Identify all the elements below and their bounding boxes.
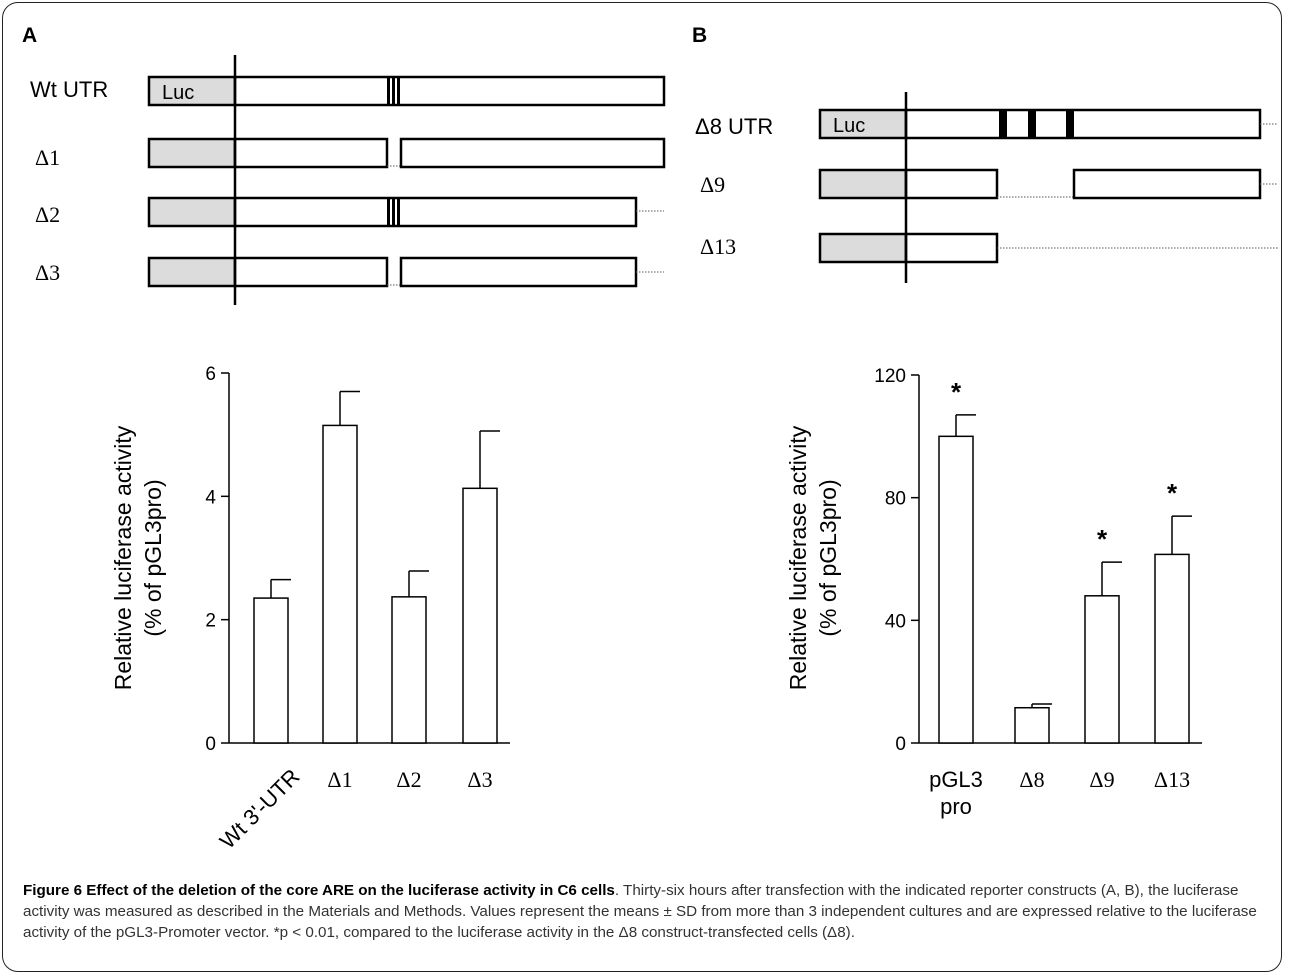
luc-box [818,108,908,140]
utr-box [233,137,389,169]
bar [253,597,289,744]
x-tick-label: Δ1 [327,767,352,792]
bar [1084,595,1120,744]
bar [462,487,498,744]
x-tick-label: Wt 3'-UTR [215,764,305,854]
significance-marker: * [1097,524,1108,554]
bar [322,424,358,744]
luc-box [818,232,908,264]
luc-box [147,75,237,107]
caption-text: . Thirty-six hours after transfection wi… [23,882,1257,941]
are-mark [999,110,1007,138]
significance-marker: * [1167,478,1178,508]
construct-label-wt-utr: Wt UTR [30,77,108,102]
construct-label-d9: Δ9 [700,172,725,197]
x-tick-label: Δ13 [1154,767,1190,792]
luc-box [147,137,237,169]
x-tick-label: Δ9 [1089,767,1114,792]
chart-b-ylabel-line2: (% of pGL3pro) [815,479,841,636]
y-tick-label: 80 [885,489,906,510]
bar [938,435,974,744]
panel-a-letter: A [22,24,37,47]
y-tick-label: 40 [885,611,906,632]
utr-box [233,196,638,228]
utr-box [904,168,999,200]
utr-box [399,137,666,169]
chart-b-ylabel-line1: Relative luciferase activity [785,425,811,690]
y-tick-label: 2 [205,611,216,632]
y-tick-label: 4 [205,487,216,508]
luc-box [818,168,908,200]
are-mark [1066,110,1074,138]
y-tick-label: 120 [874,366,906,387]
luc-label: Luc [162,82,194,104]
y-tick-label: 0 [895,734,906,755]
constructs-a-diagram: Wt UTR Δ1 Δ2 Δ3 Luc [30,55,666,305]
significance-marker: * [951,377,962,407]
caption-title: Figure 6 Effect of the deletion of the c… [23,882,615,899]
construct-label-d2: Δ2 [35,202,60,227]
panel-b-letter: B [692,24,707,47]
luc-box [147,196,237,228]
construct-label-d3: Δ3 [35,260,60,285]
chart-a: Relative luciferase activity (% of pGL3p… [110,364,510,854]
utr-box [399,256,638,288]
are-mark [392,198,395,226]
chart-a-ylabel-line1: Relative luciferase activity [110,425,136,690]
luc-label: Luc [833,115,865,137]
y-tick-label: 0 [205,734,216,755]
are-mark [387,198,390,226]
figure-caption: Figure 6 Effect of the deletion of the c… [23,880,1273,943]
utr-box [233,75,666,107]
utr-box [904,232,999,264]
x-tick-label: Δ8 [1019,767,1044,792]
x-tick-label: pro [940,794,972,819]
are-mark [392,77,395,105]
luc-box [147,256,237,288]
construct-label-d13: Δ13 [700,234,736,259]
bar [1014,706,1050,744]
are-mark [397,77,400,105]
x-tick-label: pGL3 [929,767,983,792]
bar [1154,553,1190,744]
are-mark [397,198,400,226]
construct-label-d8-utr: Δ8 UTR [695,114,773,139]
are-mark [1028,110,1036,138]
are-mark [387,77,390,105]
y-tick-label: 6 [205,364,216,385]
chart-a-ylabel-line2: (% of pGL3pro) [140,479,166,636]
chart-b: Relative luciferase activity (% of pGL3p… [785,366,1202,819]
utr-box [1072,168,1262,200]
utr-box [233,256,389,288]
construct-label-d1: Δ1 [35,145,60,170]
x-tick-label: Δ2 [396,767,421,792]
utr-box [904,108,1262,140]
constructs-b-diagram: Δ8 UTR Δ9 Δ13 Luc [695,92,1278,283]
x-tick-label: Δ3 [467,767,492,792]
figure-canvas: A B Wt UTR Δ1 Δ2 Δ3 Luc Δ8 [22,24,1278,854]
bar [391,596,427,744]
